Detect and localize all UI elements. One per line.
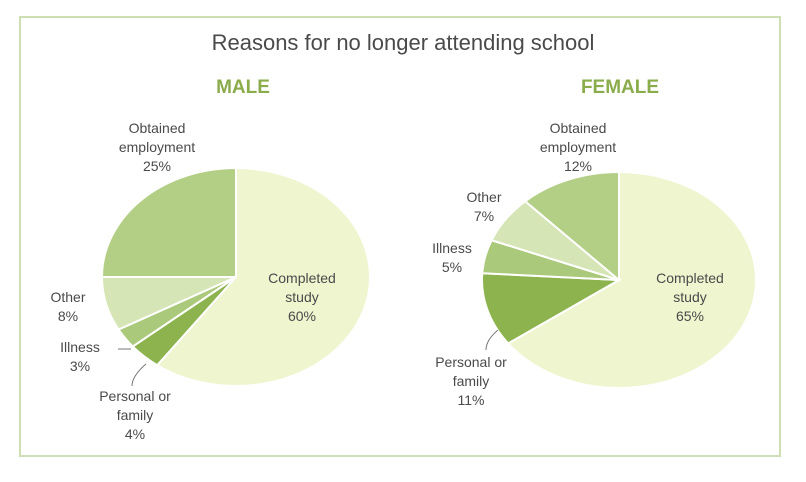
slice-label-personal: Personal or family 11%: [435, 354, 507, 408]
slice-label-completed: Completed study 65%: [656, 270, 724, 324]
pie-slice-personal-or-family: [481, 272, 623, 345]
chart-frame: [19, 16, 781, 457]
slice-label-other: Other 7%: [466, 189, 502, 224]
pie-slice-completed-study: [155, 166, 371, 387]
female-pie: [481, 170, 757, 389]
pie-slice-completed-study: [506, 170, 757, 389]
chart-title: Reasons for no longer attending school: [211, 30, 595, 55]
female-subtitle: FEMALE: [580, 77, 660, 98]
pie-slice-obtained-employment: [523, 170, 620, 283]
pie-slice-obtained-employment: [100, 166, 237, 278]
slice-label-employment: Obtained employment 25%: [118, 120, 196, 174]
slice-label-illness: Illness 3%: [60, 339, 100, 374]
slice-label-employment: Obtained employment 12%: [539, 120, 617, 174]
slice-label-completed: Completed study 60%: [268, 270, 336, 324]
personal-leader-line-female: [485, 329, 499, 351]
male-subtitle: MALE: [216, 77, 270, 98]
personal-leader-line: [131, 363, 147, 387]
slice-label-personal: Personal or family 4%: [99, 388, 171, 442]
slice-label-illness: Illness 5%: [432, 240, 472, 275]
slice-label-other: Other 8%: [50, 289, 86, 324]
male-pie: [100, 166, 371, 387]
